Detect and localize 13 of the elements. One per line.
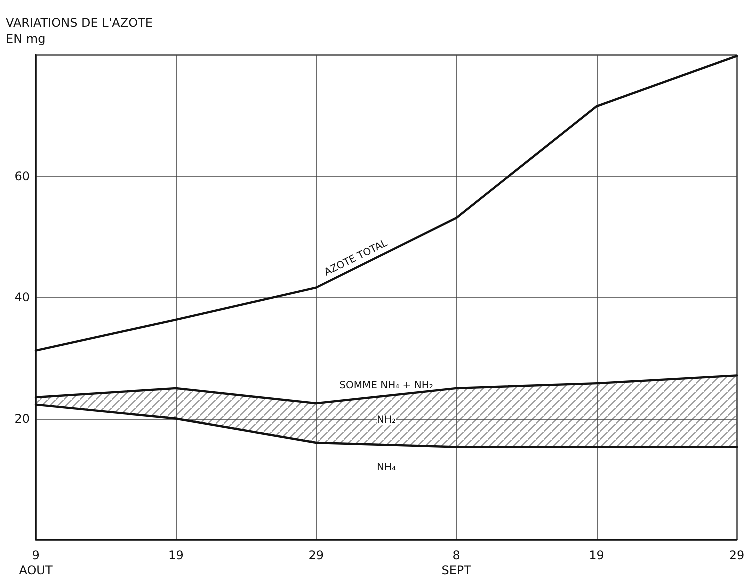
y-tick-label: 20 <box>14 412 30 426</box>
series-label: SOMME NH₄ + NH₂ <box>340 380 434 392</box>
x-tick-label: 19 <box>168 548 184 562</box>
y-tick-label: 60 <box>14 169 30 184</box>
y-tick-label: 40 <box>14 290 30 304</box>
x-tick-label: 29 <box>308 548 324 562</box>
x-tick-label: 19 <box>589 548 604 562</box>
x-tick-label: 8 SEPT <box>442 548 472 578</box>
x-tick-label: 29 <box>729 548 745 562</box>
annotation: NH₂ <box>376 415 396 426</box>
series-label: NH₄ <box>376 462 396 474</box>
x-tick-label: 9 AOUT <box>19 548 54 578</box>
y-axis-title: VARIATIONS DE L'AZOTE EN mg <box>6 16 153 46</box>
